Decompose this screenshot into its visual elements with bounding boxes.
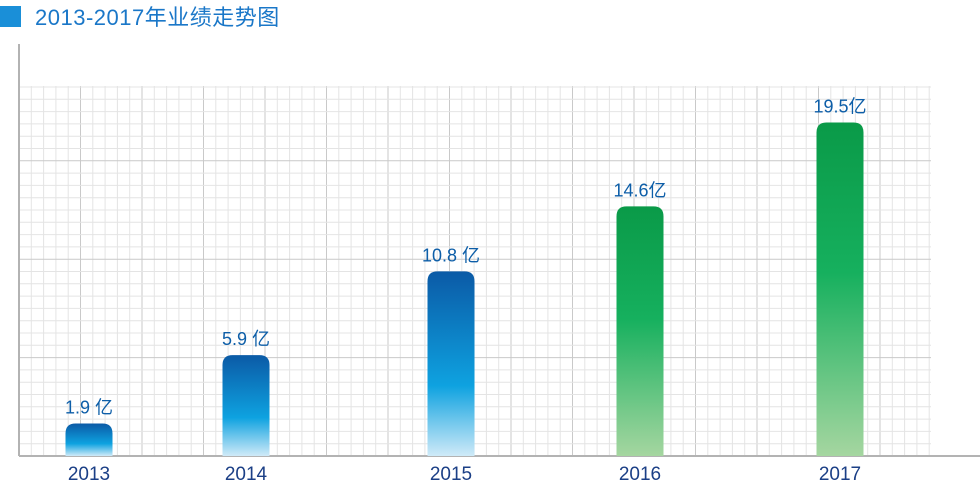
- bar-2014: [222, 355, 270, 456]
- title-square-marker: [0, 5, 21, 27]
- bar-series: [65, 122, 864, 457]
- bar-2013: [65, 423, 113, 456]
- chart-grid: [18, 86, 931, 457]
- chart-title: 2013-2017年业绩走势图: [35, 5, 280, 30]
- chart-title-bar: 2013-2017年业绩走势图: [0, 0, 280, 32]
- data-label-2015: 10.8 亿: [422, 245, 480, 265]
- x-tick-2017: 2017: [819, 464, 861, 485]
- x-tick-2014: 2014: [225, 464, 268, 485]
- data-label-2017: 19.5亿: [813, 97, 866, 117]
- data-label-2016: 14.6亿: [613, 180, 666, 200]
- bar-2017: [816, 122, 864, 457]
- x-tick-2015: 2015: [430, 464, 472, 485]
- bar-2016: [616, 206, 664, 456]
- data-label-2013: 1.9 亿: [65, 398, 113, 418]
- x-tick-2016: 2016: [619, 464, 661, 485]
- data-label-2014: 5.9 亿: [222, 329, 270, 349]
- x-tick-2013: 2013: [68, 464, 110, 485]
- data-labels: 1.9 亿 5.9 亿 10.8 亿 14.6亿 19.5亿: [65, 97, 867, 418]
- x-tick-labels: 2013 2014 2015 2016 2017: [68, 464, 861, 485]
- bar-2015: [427, 271, 475, 456]
